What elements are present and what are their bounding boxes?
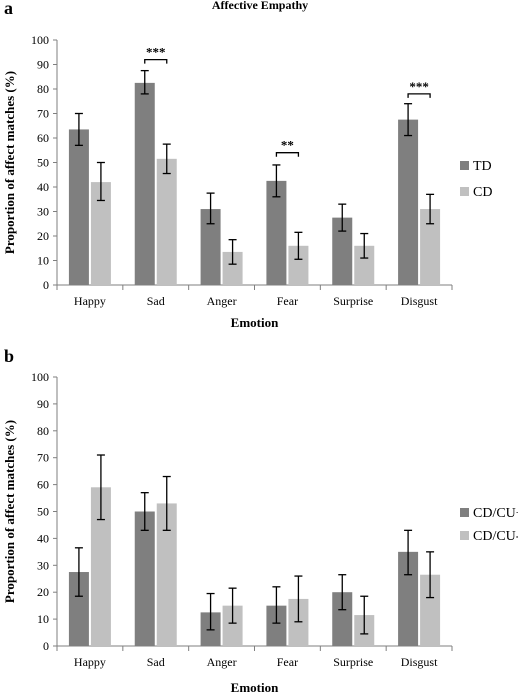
y-tick-label: 30 (37, 205, 49, 219)
y-tick-label: 30 (37, 558, 49, 572)
x-tick-label: Happy (74, 294, 106, 308)
chart-panel-b: b 0 10 20 30 40 50 60 70 80 90 100 Happy Sad Anger Fear… (2, 346, 518, 695)
y-tick-label: 50 (37, 505, 49, 519)
y-tick-label: 60 (37, 131, 49, 145)
y-tick-label: 40 (37, 180, 49, 194)
bar-TD-Sad (134, 82, 155, 285)
bar-TD-Anger (200, 209, 221, 285)
bar-CD-Disgust (420, 209, 441, 285)
legend-swatch (460, 531, 469, 540)
bar-TD-Surprise (332, 217, 353, 285)
x-tick-label: Anger (207, 294, 237, 308)
legend-swatch (460, 187, 469, 196)
chart-panel-a: a Affective Empathy 0 10 20 30 40 50 60 70 80 90 100… (2, 0, 492, 330)
y-tick-label: 0 (43, 639, 49, 653)
y-tick-label: 20 (37, 585, 49, 599)
panel-label: a (4, 0, 13, 18)
y-tick-label: 100 (31, 33, 49, 47)
bar-CD-Fear (288, 245, 309, 285)
y-axis-title: Proportion of affect matches (%) (2, 420, 17, 603)
bar-CD-Happy (90, 182, 111, 285)
bar-CD-Surprise (354, 245, 375, 285)
x-tick-label: Sad (147, 294, 165, 308)
significance-label: *** (409, 79, 429, 94)
bar-CD/CU+-Happy (68, 572, 89, 646)
x-tick-label: Sad (147, 655, 165, 669)
y-tick-label: 40 (37, 531, 49, 545)
bar-CD-Sad (156, 158, 177, 285)
chart-title: Affective Empathy (212, 0, 308, 12)
y-tick-label: 10 (37, 254, 49, 268)
bar-CD-Anger (222, 251, 243, 285)
y-tick-label: 0 (43, 278, 49, 292)
y-tick-label: 90 (37, 397, 49, 411)
legend-label: CD/CU+ (473, 506, 518, 521)
y-tick-label: 90 (37, 58, 49, 72)
y-tick-label: 80 (37, 82, 49, 96)
bar-CD/CU--Anger (222, 605, 243, 646)
legend-label: TD (473, 159, 492, 174)
significance-label: *** (146, 45, 166, 60)
bar-CD/CU+-Fear (266, 605, 287, 646)
bar-TD-Disgust (398, 119, 419, 285)
legend-label: CD/CU- (473, 529, 518, 544)
significance-bracket (407, 93, 431, 98)
y-tick-label: 10 (37, 612, 49, 626)
significance-bracket (144, 58, 168, 64)
significance-label: ** (281, 138, 294, 153)
bar-CD/CU--Sad (156, 503, 177, 646)
panel-label: b (4, 346, 14, 366)
x-tick-label: Happy (74, 655, 106, 669)
x-tick-label: Anger (207, 655, 237, 669)
y-axis-title: Proportion of affect matches (%) (2, 71, 17, 254)
x-tick-label: Surprise (333, 655, 373, 669)
x-tick-label: Fear (277, 655, 298, 669)
y-tick-label: 80 (37, 424, 49, 438)
x-tick-label: Fear (277, 294, 298, 308)
bar-TD-Happy (68, 129, 89, 285)
x-tick-label: Disgust (401, 655, 438, 669)
legend-swatch (460, 161, 469, 170)
y-tick-label: 20 (37, 229, 49, 243)
y-tick-label: 70 (37, 107, 49, 121)
legend-swatch (460, 508, 469, 517)
y-tick-label: 100 (31, 370, 49, 384)
bar-CD/CU+-Disgust (398, 551, 419, 646)
y-tick-label: 50 (37, 156, 49, 170)
bar-CD/CU+-Surprise (332, 592, 353, 646)
bar-CD/CU+-Sad (134, 511, 155, 646)
bar-CD/CU--Happy (90, 487, 111, 646)
y-tick-label: 70 (37, 451, 49, 465)
legend-label: CD (473, 185, 492, 200)
bar-CD/CU--Disgust (420, 574, 441, 646)
significance-bracket (275, 152, 300, 157)
y-tick-label: 60 (37, 478, 49, 492)
bar-CD/CU--Fear (288, 598, 309, 646)
x-tick-label: Surprise (333, 294, 373, 308)
x-axis-title: Emotion (231, 315, 279, 330)
bar-TD-Fear (266, 180, 287, 285)
x-tick-label: Disgust (401, 294, 438, 308)
x-axis-title: Emotion (231, 680, 279, 695)
